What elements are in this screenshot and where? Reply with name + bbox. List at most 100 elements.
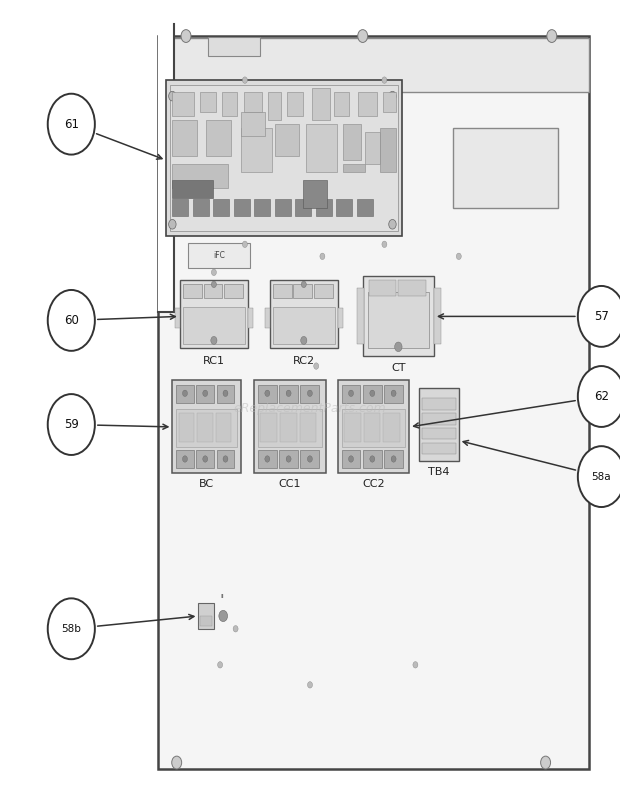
Bar	[258, 385, 277, 403]
Bar	[293, 284, 312, 298]
Text: 57: 57	[594, 310, 609, 323]
Bar	[203, 284, 223, 298]
Bar	[275, 199, 291, 216]
Circle shape	[547, 30, 557, 42]
Bar	[422, 442, 456, 454]
Bar	[183, 307, 245, 344]
FancyBboxPatch shape	[270, 280, 338, 348]
Circle shape	[301, 281, 306, 288]
FancyBboxPatch shape	[188, 243, 250, 268]
Circle shape	[48, 394, 95, 455]
Bar	[268, 92, 281, 120]
Circle shape	[382, 77, 387, 83]
Bar	[314, 284, 333, 298]
Bar	[380, 128, 396, 172]
Bar	[265, 308, 270, 328]
Bar	[287, 92, 303, 116]
Bar	[224, 284, 243, 298]
Bar	[176, 385, 194, 403]
Bar	[216, 385, 234, 403]
Bar	[422, 428, 456, 439]
Circle shape	[223, 390, 228, 396]
Bar	[197, 385, 214, 403]
Bar	[273, 284, 291, 298]
Bar	[241, 128, 272, 172]
Circle shape	[348, 390, 353, 396]
Circle shape	[182, 456, 187, 462]
Bar	[364, 413, 380, 442]
Text: CT: CT	[391, 363, 406, 372]
Circle shape	[172, 756, 182, 769]
FancyBboxPatch shape	[180, 280, 248, 348]
Circle shape	[370, 456, 374, 462]
Circle shape	[391, 390, 396, 396]
Bar	[369, 280, 397, 296]
Bar	[342, 409, 405, 447]
Circle shape	[578, 366, 620, 427]
Circle shape	[233, 626, 238, 632]
Bar	[172, 92, 194, 116]
Circle shape	[456, 253, 461, 260]
Circle shape	[308, 682, 312, 688]
Bar	[234, 199, 250, 216]
Circle shape	[182, 390, 187, 396]
Circle shape	[181, 30, 191, 42]
Bar	[344, 413, 361, 442]
Text: 60: 60	[64, 314, 79, 327]
Text: CC2: CC2	[363, 479, 385, 489]
Bar	[172, 180, 213, 198]
Bar	[434, 288, 441, 344]
Bar	[422, 413, 456, 425]
Bar	[183, 284, 202, 298]
Circle shape	[286, 390, 291, 396]
Bar	[363, 385, 382, 403]
Bar	[301, 450, 319, 468]
Bar	[241, 112, 265, 136]
Bar	[172, 164, 228, 188]
Circle shape	[348, 456, 353, 462]
Circle shape	[223, 456, 228, 462]
Bar	[258, 409, 322, 447]
Bar	[172, 120, 197, 156]
FancyBboxPatch shape	[208, 37, 260, 56]
Circle shape	[578, 286, 620, 347]
Bar	[193, 199, 209, 216]
Bar	[342, 450, 360, 468]
FancyBboxPatch shape	[418, 388, 459, 461]
Bar	[248, 308, 253, 328]
Bar	[383, 92, 396, 112]
Bar	[365, 132, 380, 164]
Text: 61: 61	[64, 118, 79, 131]
Bar	[275, 124, 299, 156]
Bar	[342, 385, 360, 403]
Bar	[176, 409, 237, 447]
Bar	[279, 450, 298, 468]
Circle shape	[211, 336, 217, 344]
FancyBboxPatch shape	[363, 276, 434, 356]
Bar	[356, 199, 373, 216]
Bar	[301, 385, 319, 403]
Bar	[222, 92, 237, 116]
Circle shape	[413, 662, 418, 668]
Text: CC1: CC1	[278, 479, 301, 489]
Circle shape	[211, 269, 216, 276]
Text: BC: BC	[199, 479, 214, 489]
Text: RC1: RC1	[203, 356, 225, 366]
Bar	[334, 92, 349, 116]
Bar	[176, 450, 194, 468]
Circle shape	[394, 342, 402, 352]
Circle shape	[169, 219, 176, 229]
Bar	[356, 288, 364, 344]
Bar	[358, 92, 377, 116]
Bar	[384, 385, 403, 403]
Bar	[258, 450, 277, 468]
Circle shape	[211, 281, 216, 288]
Bar	[312, 88, 330, 120]
Bar	[299, 413, 316, 442]
Bar	[200, 616, 212, 626]
Text: 58b: 58b	[61, 624, 81, 634]
Circle shape	[370, 390, 374, 396]
Circle shape	[358, 30, 368, 42]
Bar	[206, 120, 231, 156]
FancyBboxPatch shape	[254, 380, 326, 473]
